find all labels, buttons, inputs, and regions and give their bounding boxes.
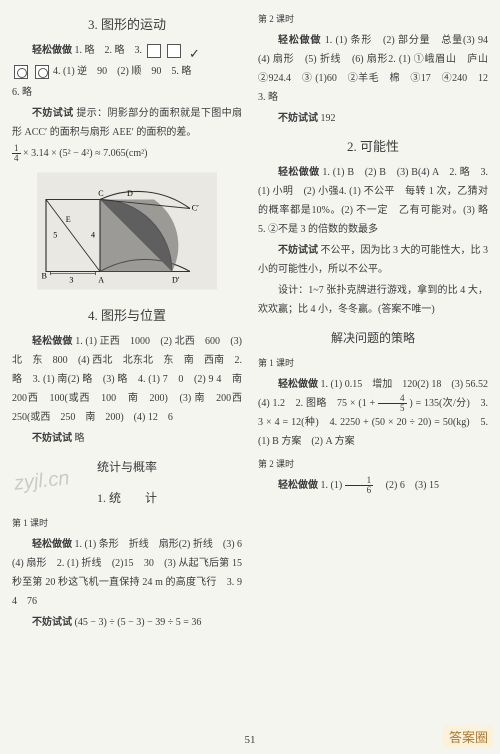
strategy-label1: 轻松做做 (278, 379, 318, 390)
stats-body: 轻松做做 1. (1) 条形 折线 扇形(2) 折线 (3) 6 (4) 扇形 … (12, 535, 242, 611)
sec3-line3: 6. 略 (12, 83, 242, 102)
strategy-title: 解决问题的策略 (258, 329, 488, 346)
r1-hint-text: 192 (321, 113, 336, 124)
len-4: 4 (91, 231, 95, 240)
sec3-title: 3. 图形的运动 (12, 14, 242, 33)
fraction-1-6: 1 6 (345, 476, 374, 495)
strategy-label2: 轻松做做 (278, 480, 318, 491)
label-Cp: C′ (192, 204, 199, 213)
footer-logo: 答案圈 (443, 725, 494, 748)
checkbox-circle-2 (35, 65, 49, 79)
sec3-line2-row: 4. (1) 逆 90 (2) 顺 90 5. 略 (12, 62, 242, 81)
label-Dp: D′ (172, 276, 180, 285)
easy-label: 轻松做做 (32, 45, 72, 56)
label-D: D (127, 189, 133, 198)
stats-label: 轻松做做 (32, 539, 72, 550)
sec2-design: 设计：1~7 张扑克牌进行游戏，拿到的比 4 大，欢欢赢；比 4 小，冬冬赢。(… (258, 281, 488, 319)
sec4-body: 轻松做做 1. (1) 正西 1000 (2) 北西 600 (3) 北 东 8… (12, 332, 242, 427)
frac2-den: 5 (378, 404, 407, 413)
checkbox-checked-2 (167, 44, 181, 58)
label-C: C (98, 189, 103, 198)
r1-hint: 不妨试试 192 (258, 109, 488, 128)
sec3-hint: 不妨试试 提示：阴影部分的面积就是下图中扇形 ACC′ 的面积与扇形 AEE′ … (12, 104, 242, 142)
label-E: E (66, 215, 71, 224)
strategy-body1: 轻松做做 1. (1) 0.15 增加 120(2) 18 (3) 56.52 … (258, 375, 488, 451)
page-number: 51 (0, 734, 500, 746)
sec3-line2: 4. (1) 逆 90 (2) 顺 90 5. 略 (53, 66, 191, 77)
r1-hint-label: 不妨试试 (278, 113, 318, 124)
sec2-label: 轻松做做 (278, 167, 320, 178)
sec4-hint: 不妨试试 略 (12, 429, 242, 448)
stats-title: 统计与概率 (12, 458, 242, 475)
sec4-hint-label: 不妨试试 (32, 433, 72, 444)
right-column: 第 2 课时 轻松做做 1. (1) 条形 (2) 部分量 总量(3) 94 (… (258, 8, 488, 634)
geometry-diagram: B A D C C′ D′ E 3 5 4 (37, 171, 217, 291)
strategy-lesson1: 第 1 课时 (258, 356, 488, 369)
sec4-hint-text: 略 (75, 433, 85, 444)
sec4-text: 1. (1) 正西 1000 (2) 北西 600 (3) 北 东 800 (4… (12, 336, 252, 423)
strategy-text2a: 1. (1) (321, 480, 345, 491)
strategy-lesson2: 第 2 课时 (258, 457, 488, 470)
checkbox-checked-1 (147, 44, 161, 58)
stats-hint-text: (45 − 3) ÷ (5 − 3) − 39 ÷ 5 = 36 (75, 617, 202, 628)
stats-hint-label: 不妨试试 (32, 617, 72, 628)
sec3-hint2: 1 4 × 3.14 × (5² − 4²) ≈ 7.065(cm²) (12, 144, 242, 163)
len-3: 3 (69, 276, 73, 285)
sec2-title: 2. 可能性 (258, 136, 488, 155)
checkbox-circle-1 (14, 65, 28, 79)
fraction-1-4: 1 4 (12, 144, 21, 163)
label-B: B (42, 272, 47, 281)
len-5: 5 (53, 231, 57, 240)
stats-lesson1: 第 1 课时 (12, 516, 242, 529)
r-lesson2: 第 2 课时 (258, 12, 488, 25)
stats-hint: 不妨试试 (45 − 3) ÷ (5 − 3) − 39 ÷ 5 = 36 (12, 613, 242, 632)
sec3-line1-text: 1. 略 2. 略 3. (75, 45, 143, 56)
frac3-den: 6 (345, 486, 374, 495)
frac-den: 4 (12, 154, 21, 163)
hint-label: 不妨试试 (32, 108, 74, 119)
r1-body: 轻松做做 1. (1) 条形 (2) 部分量 总量(3) 94 (4) 扇形 (… (258, 31, 488, 107)
strategy-body2: 轻松做做 1. (1) 1 6 (2) 6 (3) 15 (258, 476, 488, 495)
sec2-hint: 不妨试试 不公平，因为比 3 大的可能性大，比 3 小的可能性小，所以不公平。 (258, 241, 488, 279)
sec2-hint-label: 不妨试试 (278, 245, 318, 256)
sec2-body: 轻松做做 1. (1) B (2) B (3) B(4) A 2. 略 3. (… (258, 163, 488, 239)
strategy-text2b: (2) 6 (3) 15 (376, 480, 439, 491)
page-container: 3. 图形的运动 轻松做做 1. 略 2. 略 3. 4. (1) 逆 90 (… (0, 0, 500, 664)
r1-label: 轻松做做 (278, 35, 321, 46)
sec3-line1: 轻松做做 1. 略 2. 略 3. (12, 41, 242, 60)
left-column: 3. 图形的运动 轻松做做 1. 略 2. 略 3. 4. (1) 逆 90 (… (12, 8, 242, 634)
label-A: A (98, 276, 104, 285)
sec4-title: 4. 图形与位置 (12, 305, 242, 324)
stats-sub: 1. 统 计 (12, 489, 242, 506)
fraction-4-5: 4 5 (378, 394, 407, 413)
sec4-label: 轻松做做 (32, 336, 73, 347)
sec3-formula: × 3.14 × (5² − 4²) ≈ 7.065(cm²) (23, 148, 147, 159)
